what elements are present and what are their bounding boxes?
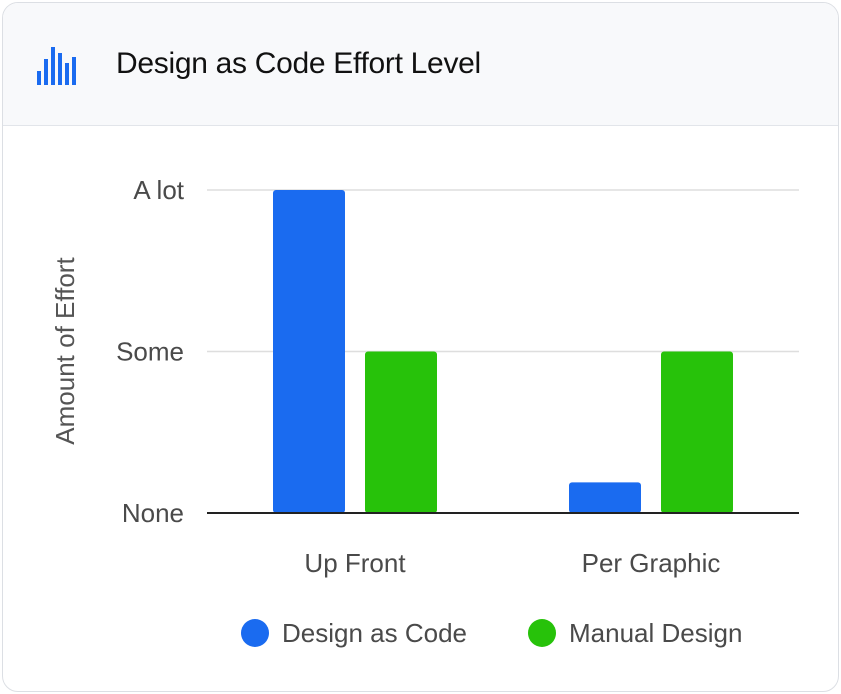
legend-label: Manual Design	[569, 618, 742, 648]
bar-design-as-code-per-graphic	[569, 482, 641, 513]
legend-swatch	[528, 619, 556, 647]
bar-design-as-code-up-front	[273, 190, 345, 513]
y-tick-label: None	[122, 498, 184, 528]
x-tick-label: Up Front	[304, 548, 406, 578]
y-tick-label: A lot	[133, 175, 184, 205]
legend-label: Design as Code	[282, 618, 467, 648]
legend-swatch	[241, 619, 269, 647]
chart-title: Design as Code Effort Level	[116, 47, 481, 80]
bar-manual-design-per-graphic	[661, 351, 733, 513]
y-axis-label: Amount of Effort	[50, 257, 80, 445]
card-header: Design as Code Effort Level	[3, 3, 838, 126]
bar-manual-design-up-front	[365, 351, 437, 513]
bar-chart-icon	[37, 47, 76, 85]
x-tick-label: Per Graphic	[582, 548, 721, 578]
y-tick-label: Some	[116, 337, 184, 367]
